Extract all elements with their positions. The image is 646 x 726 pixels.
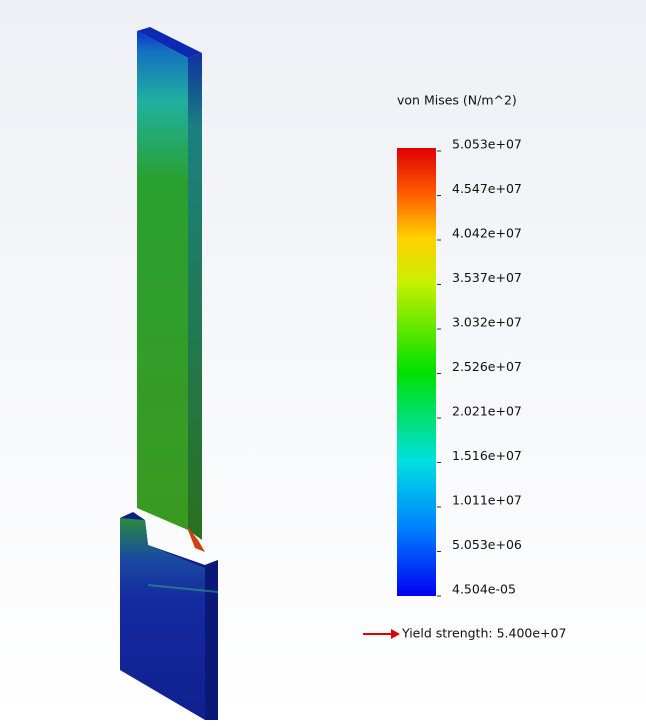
- background: [0, 0, 646, 722]
- simulation-view: von Mises (N/m^2) 5.053e+07 4.547e+07 4.04…: [0, 0, 646, 722]
- legend-label: 2.021e+07: [452, 404, 522, 419]
- legend-label: 5.053e+06: [452, 537, 522, 552]
- legend-title: von Mises (N/m^2): [397, 93, 517, 108]
- legend-label: 4.504e-05: [452, 582, 516, 597]
- legend-label: 3.032e+07: [452, 315, 522, 330]
- legend-label: 3.537e+07: [452, 270, 522, 285]
- yield-strength: Yield strength: 5.400e+07: [401, 626, 566, 641]
- legend-label: 1.516e+07: [452, 448, 522, 463]
- color-bar: [397, 148, 436, 596]
- legend-label: 4.042e+07: [452, 226, 522, 241]
- legend-label: 2.526e+07: [452, 359, 522, 374]
- legend-label: 1.011e+07: [452, 493, 522, 508]
- legend-label: 5.053e+07: [452, 137, 522, 152]
- legend-label: 4.547e+07: [452, 181, 522, 196]
